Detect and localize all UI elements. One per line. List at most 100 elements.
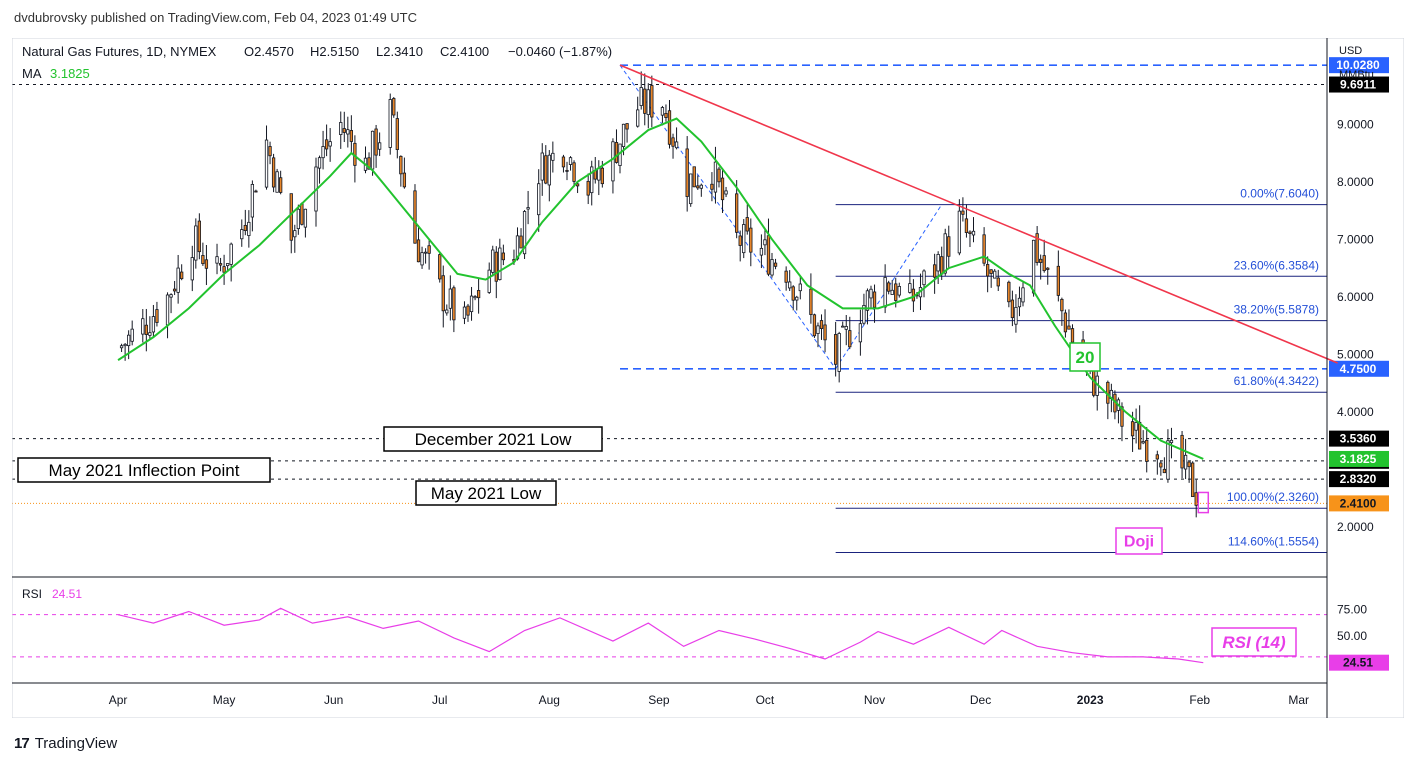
candle-body <box>201 255 205 265</box>
candle-body <box>540 152 544 181</box>
candle-body <box>476 290 481 299</box>
rsi-tag-label: 24.51 <box>1343 656 1373 670</box>
candle-body <box>894 283 898 301</box>
doji-marker <box>1197 491 1210 514</box>
candle-body <box>1191 462 1195 498</box>
candle-body <box>795 296 799 301</box>
candle-body <box>377 142 382 150</box>
candle-body <box>989 269 993 274</box>
candle-body <box>247 221 251 236</box>
rsi-tag <box>1329 654 1389 671</box>
level-tag-label: 3.5360 <box>1340 432 1377 446</box>
candle-body <box>590 166 594 194</box>
may-2021-low-box <box>415 480 557 506</box>
candle-body <box>537 183 541 216</box>
candle-body <box>887 282 891 292</box>
candle-body <box>522 211 527 255</box>
candle-body <box>745 217 749 232</box>
candle-body <box>130 328 134 342</box>
price-tick-label: 8.0000 <box>1337 175 1374 189</box>
candle-body <box>395 118 399 150</box>
candle-body <box>883 277 887 308</box>
legend-ma-value: 3.1825 <box>50 66 90 81</box>
candle-body <box>445 309 449 314</box>
candle-body <box>862 305 866 324</box>
may-2021-inflection-label: May 2021 Inflection Point <box>49 461 240 480</box>
price-axis-unit: MMBtu <box>1339 69 1374 81</box>
fib-anchor-line <box>835 204 943 370</box>
candle-body <box>710 183 714 190</box>
candle-body <box>1180 434 1184 469</box>
candle-body <box>494 251 498 282</box>
candle-body <box>1145 439 1149 462</box>
candle-body <box>964 218 969 233</box>
may-2021-low-label: May 2021 Low <box>431 484 542 503</box>
candle-body <box>869 288 873 299</box>
rsi-tick-label: 75.00 <box>1337 602 1367 616</box>
candle-body <box>151 316 156 333</box>
candle-body <box>742 224 746 254</box>
tradingview-logo[interactable]: 17 TradingView <box>14 733 117 753</box>
candle-body <box>165 294 170 326</box>
candle-body <box>254 190 258 193</box>
candle-body <box>858 323 863 343</box>
fib-level-label: 0.00%(7.6040) <box>1240 187 1319 201</box>
tradingview-icon: 17 <box>14 734 30 752</box>
level-tag <box>1329 430 1389 447</box>
doji-label-label: Doji <box>1124 534 1154 551</box>
candle-body <box>250 184 255 218</box>
candle-body <box>819 320 824 329</box>
candle-body <box>229 243 233 265</box>
rsi-line <box>117 607 1204 664</box>
price-tick-label: 9.0000 <box>1337 117 1374 131</box>
candle-body <box>119 345 124 349</box>
candle-body <box>1056 265 1060 296</box>
candle-body <box>1159 462 1163 468</box>
candle-body <box>526 207 530 210</box>
candle-body <box>841 325 845 328</box>
level-tag-label: 9.6911 <box>1340 78 1376 92</box>
candle-body <box>993 270 997 279</box>
candle-body <box>296 208 300 230</box>
candle-body <box>940 256 944 275</box>
time-tick-label: May <box>213 693 236 707</box>
legend-high: H2.5150 <box>310 44 359 59</box>
candle-body <box>586 180 590 196</box>
candle-body <box>689 173 693 205</box>
rsi-tick-label: 50.00 <box>1337 629 1367 643</box>
candle-body <box>823 324 827 341</box>
candle-body <box>328 141 332 147</box>
candle-body <box>908 283 912 293</box>
candle-body <box>1138 421 1142 450</box>
candle-body <box>172 288 177 292</box>
level-tag <box>1329 360 1389 377</box>
candle-body <box>660 107 665 116</box>
candle-body <box>1187 461 1191 468</box>
candle-body <box>275 171 279 193</box>
candle-body <box>141 318 145 335</box>
candle-body <box>872 291 877 308</box>
candle-body <box>717 168 721 183</box>
candle-body <box>370 130 375 170</box>
candle-body <box>190 257 194 281</box>
candle-body <box>1007 281 1011 303</box>
candle-body <box>1035 233 1039 263</box>
candle-body <box>961 210 965 215</box>
candle-body <box>720 177 725 201</box>
candle-body <box>788 281 792 289</box>
candle-body <box>621 123 626 148</box>
candle-body <box>374 128 378 156</box>
price-tag-label: 2.4100 <box>1340 496 1377 510</box>
legend-low: L2.3410 <box>376 44 423 59</box>
candle-body <box>561 156 566 168</box>
candle-body <box>636 109 640 127</box>
candle-body <box>798 283 802 292</box>
level-tag-label: 10.0280 <box>1336 58 1380 72</box>
ma-period-label-box <box>1069 342 1101 372</box>
candle-body <box>148 332 152 336</box>
time-tick-label: Apr <box>109 693 128 707</box>
candle-body <box>947 236 951 257</box>
legend-open: O2.4570 <box>244 44 294 59</box>
